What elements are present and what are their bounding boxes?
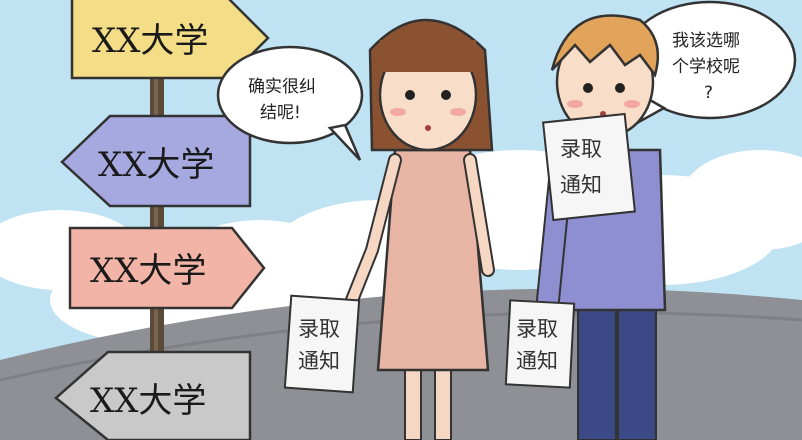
sign-4-label: XX大学 xyxy=(90,381,206,421)
sign-1-label: XX大学 xyxy=(92,21,208,61)
sign-4: XX大学 xyxy=(54,350,252,440)
boy-raised-paper-line2: 通知 xyxy=(560,173,602,197)
boy-bubble-line1: 我该选哪 xyxy=(672,31,740,51)
sign-2: XX大学 xyxy=(60,114,252,208)
boy-raised-paper-line1: 录取 xyxy=(560,137,602,161)
sign-3: XX大学 xyxy=(68,226,266,310)
sign-3-label: XX大学 xyxy=(90,251,206,291)
boy-raised-admission-paper: 录取 通知 xyxy=(542,112,636,222)
girl-paper-line1: 录取 xyxy=(298,317,340,341)
girl-character xyxy=(345,18,495,440)
girl-admission-paper: 录取 通知 xyxy=(283,294,361,394)
girl-speech-bubble: 确实很纠 结呢! xyxy=(216,45,364,161)
girl-paper-line2: 通知 xyxy=(298,349,340,373)
girl-bubble-line1: 确实很纠 xyxy=(248,77,316,97)
boy-bubble-line3: ? xyxy=(704,83,713,103)
boy-paper-line1: 录取 xyxy=(516,317,558,341)
boy-hanging-admission-paper: 录取 通知 xyxy=(504,299,576,389)
boy-bubble-line2: 个学校呢 xyxy=(672,57,740,77)
sign-2-label: XX大学 xyxy=(98,145,214,185)
signpost xyxy=(150,0,164,440)
boy-paper-line2: 通知 xyxy=(516,349,558,373)
girl-bubble-line2: 结呢! xyxy=(260,103,301,123)
